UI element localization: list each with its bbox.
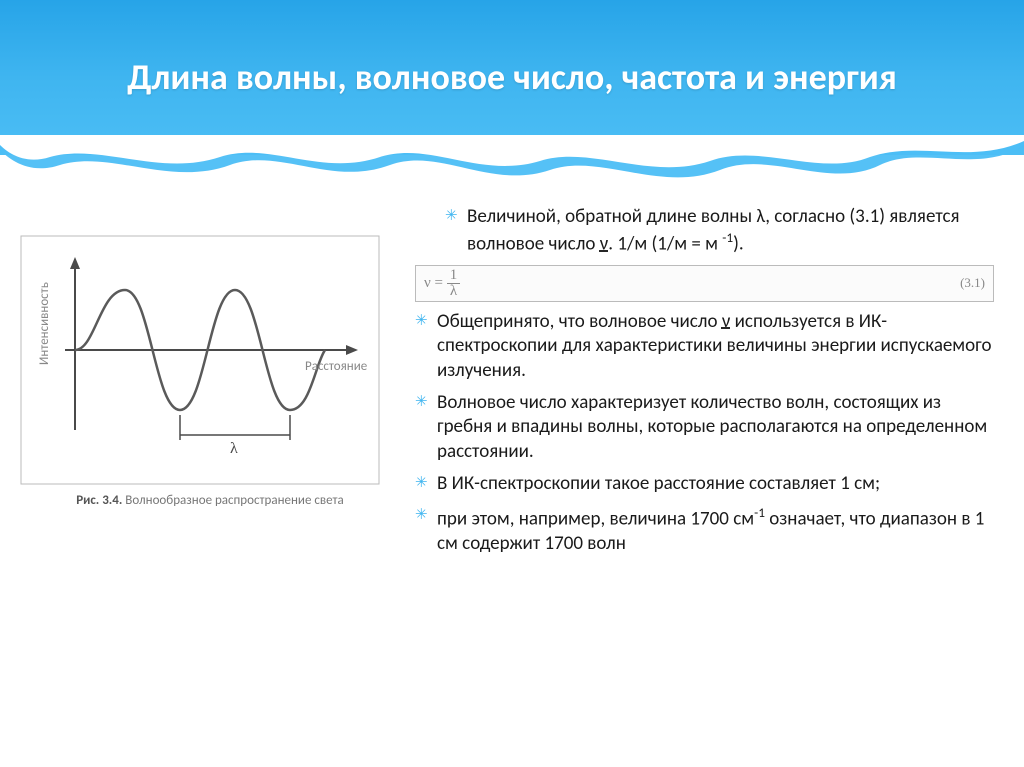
bullet-item: Величиной, обратной длине волны λ, согла…: [445, 205, 994, 257]
bullet-list: Величиной, обратной длине волны λ, согла…: [415, 205, 994, 556]
formula-expression: ν = 1λ: [424, 268, 460, 299]
text-block: Величиной, обратной длине волны λ, согла…: [400, 205, 994, 564]
x-axis-label: Расстояние: [305, 359, 367, 374]
formula-number: (3.1): [960, 275, 985, 291]
slide-title: Длина волны, волновое число, частота и э…: [127, 55, 897, 100]
figure-caption: Рис. 3.4. Волнообразное распространение …: [20, 493, 400, 508]
bullet-item: Общепринято, что волновое число ν исполь…: [415, 310, 994, 383]
bullet-item: В ИК-спектроскопии такое расстояние сост…: [415, 472, 994, 496]
figure-caption-prefix: Рис. 3.4.: [76, 493, 122, 508]
formula-box: ν = 1λ (3.1): [415, 265, 994, 302]
bullet-item: при этом, например, величина 1700 см-1 о…: [415, 504, 994, 556]
wave-figure: λ Интенсивность Расстояние Рис. 3.4. Вол…: [20, 205, 400, 564]
lambda-label: λ: [230, 440, 238, 457]
bullet-item: Волновое число характеризует количество …: [415, 391, 994, 464]
slide-header: Длина волны, волновое число, частота и э…: [0, 0, 1024, 155]
figure-caption-text: Волнообразное распространение света: [125, 493, 343, 508]
content-area: λ Интенсивность Расстояние Рис. 3.4. Вол…: [0, 155, 1024, 564]
y-axis-label: Интенсивность: [37, 282, 52, 365]
